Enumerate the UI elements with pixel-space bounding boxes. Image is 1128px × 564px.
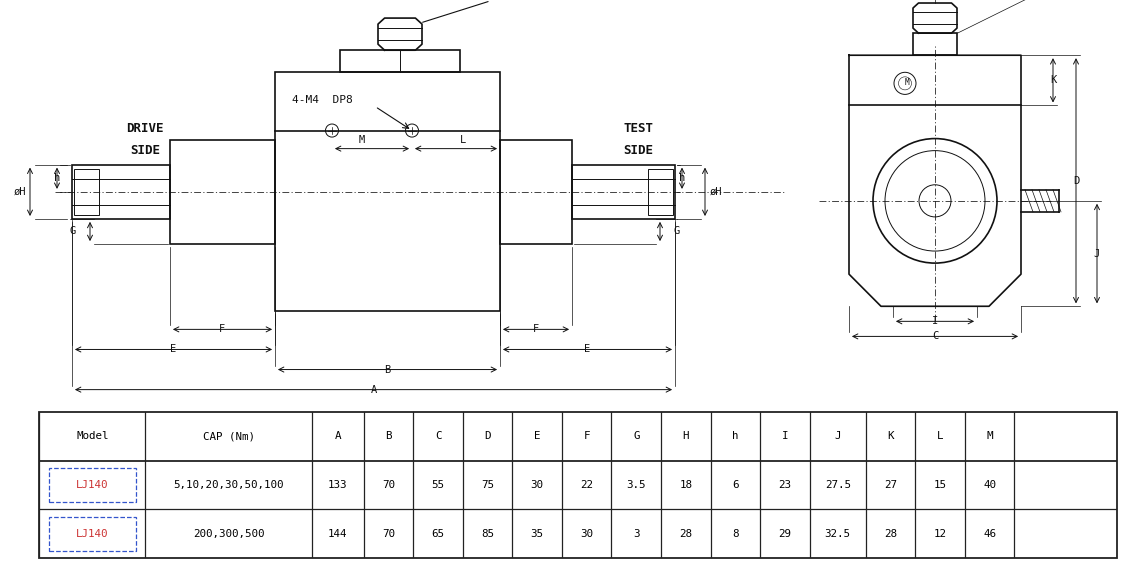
Text: E: E: [534, 431, 540, 441]
Text: M: M: [986, 431, 993, 441]
Bar: [340, 50, 460, 72]
Text: B: B: [386, 431, 391, 441]
Text: J: J: [1094, 249, 1100, 258]
Text: 30: 30: [530, 480, 544, 490]
Text: CONNECTOR: CONNECTOR: [423, 0, 546, 22]
Text: h: h: [679, 173, 685, 183]
Bar: [170, 139, 275, 244]
Bar: [572, 165, 675, 219]
Text: 6: 6: [732, 480, 739, 490]
Text: G: G: [70, 227, 76, 236]
Bar: [647, 169, 673, 215]
Bar: [72, 165, 170, 219]
Text: 35: 35: [530, 529, 544, 539]
Text: B: B: [385, 364, 390, 374]
Text: L: L: [936, 431, 943, 441]
Text: J: J: [835, 431, 841, 441]
Text: 18: 18: [679, 480, 693, 490]
Text: LJ140: LJ140: [76, 529, 108, 539]
Text: I: I: [932, 316, 938, 327]
Text: 4-M4  DP8: 4-M4 DP8: [292, 95, 353, 105]
Bar: [275, 72, 500, 311]
Text: K: K: [888, 431, 893, 441]
Text: 12: 12: [934, 529, 946, 539]
Text: D: D: [1073, 176, 1079, 186]
Text: F: F: [583, 431, 590, 441]
Text: h: h: [732, 431, 739, 441]
Text: 46: 46: [984, 529, 996, 539]
Text: 32.5: 32.5: [825, 529, 851, 539]
Text: Model: Model: [76, 431, 108, 441]
Text: LJ140: LJ140: [76, 480, 108, 490]
Text: 133: 133: [328, 480, 347, 490]
Text: F: F: [219, 324, 226, 334]
Text: M: M: [905, 78, 909, 87]
Text: 40: 40: [984, 480, 996, 490]
Text: E: E: [584, 345, 591, 354]
Bar: [74, 169, 99, 215]
Text: TEST: TEST: [623, 122, 653, 135]
Text: 28: 28: [679, 529, 693, 539]
Text: 27: 27: [884, 480, 897, 490]
Text: 8: 8: [732, 529, 739, 539]
Text: D: D: [484, 431, 491, 441]
Text: 22: 22: [580, 480, 593, 490]
Text: 55: 55: [432, 480, 444, 490]
Text: 75: 75: [482, 480, 494, 490]
Text: F: F: [532, 324, 539, 334]
Text: 27.5: 27.5: [825, 480, 851, 490]
Text: C: C: [932, 332, 938, 341]
Text: K: K: [1050, 76, 1056, 85]
Text: SIDE: SIDE: [623, 144, 653, 157]
Text: M: M: [359, 135, 365, 144]
Bar: [913, 33, 958, 55]
Text: 28: 28: [884, 529, 897, 539]
Text: C: C: [434, 431, 441, 441]
Text: h: h: [54, 173, 60, 183]
Bar: [500, 139, 572, 244]
Text: 5,10,20,30,50,100: 5,10,20,30,50,100: [174, 480, 284, 490]
Text: 3: 3: [633, 529, 640, 539]
Text: E: E: [170, 345, 177, 354]
Text: CAP (Nm): CAP (Nm): [203, 431, 255, 441]
Text: øH: øH: [14, 187, 26, 197]
Text: 15: 15: [934, 480, 946, 490]
Text: G: G: [673, 227, 680, 236]
Text: 29: 29: [778, 529, 792, 539]
Text: 70: 70: [382, 529, 395, 539]
Text: SIDE: SIDE: [130, 144, 160, 157]
Text: H: H: [682, 431, 689, 441]
Text: L: L: [460, 135, 466, 144]
Text: øH: øH: [710, 187, 723, 197]
Text: I: I: [782, 431, 788, 441]
Text: A: A: [370, 385, 377, 395]
Text: 3.5: 3.5: [626, 480, 646, 490]
Text: G: G: [633, 431, 640, 441]
Text: 23: 23: [778, 480, 792, 490]
Text: 85: 85: [482, 529, 494, 539]
Text: 70: 70: [382, 480, 395, 490]
Text: 144: 144: [328, 529, 347, 539]
Text: DRIVE: DRIVE: [126, 122, 164, 135]
Text: 65: 65: [432, 529, 444, 539]
Text: 200,300,500: 200,300,500: [193, 529, 264, 539]
Text: A: A: [335, 431, 341, 441]
Text: 30: 30: [580, 529, 593, 539]
